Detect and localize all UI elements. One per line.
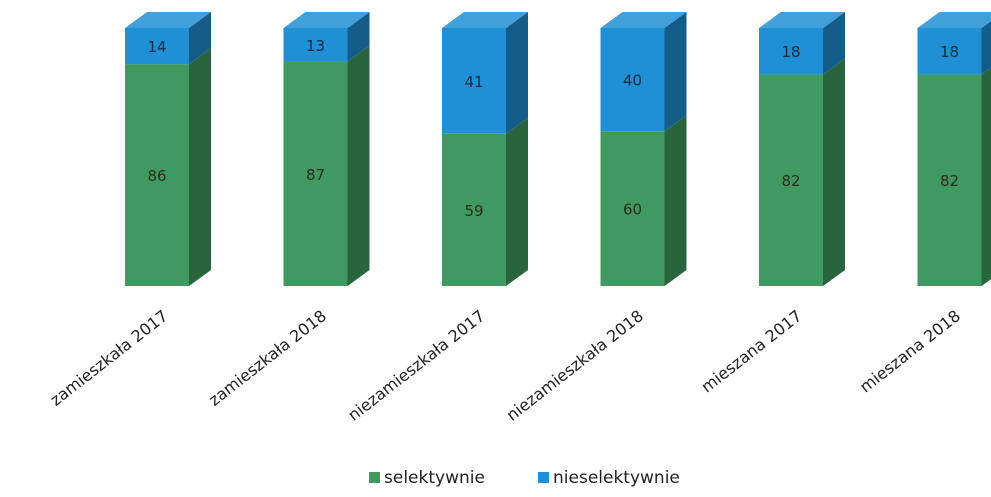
bar-segment-selektywnie-side	[823, 58, 845, 286]
data-label: 59	[464, 202, 483, 220]
bar-segment-selektywnie-side	[982, 58, 991, 286]
data-label: 13	[306, 37, 325, 55]
bar-stack: 87 13	[284, 12, 370, 286]
bar-segment-nieselektywnie-side	[665, 12, 687, 131]
bar-segment-selektywnie-side	[189, 48, 211, 286]
category-label: mieszana 2017	[697, 306, 805, 396]
bar-segment-selektywnie-side	[348, 46, 370, 286]
data-label: 14	[147, 38, 166, 56]
legend-item-nieselektywnie: nieselektywnie	[538, 468, 680, 488]
category-label: niezamieszkała 2018	[503, 306, 647, 425]
bar-stack: 59 41	[442, 12, 528, 286]
data-label: 40	[623, 72, 642, 90]
data-label: 87	[306, 166, 325, 184]
category-label: zamieszkała 2017	[46, 306, 171, 409]
legend-label: selektywnie	[384, 468, 485, 488]
legend-item-selektywnie: selektywnie	[369, 468, 485, 488]
bar-stack: 82 18	[759, 12, 845, 286]
legend-swatch	[538, 472, 549, 483]
category-label: mieszana 2018	[856, 306, 964, 396]
legend: selektywnie nieselektywnie	[369, 468, 680, 488]
bar-segment-nieselektywnie-side	[506, 12, 528, 134]
data-label: 41	[464, 73, 483, 91]
bar-stack: 60 40	[601, 12, 687, 286]
data-label: 86	[147, 167, 166, 185]
bar-segment-selektywnie-side	[665, 115, 687, 286]
legend-label: nieselektywnie	[553, 468, 680, 488]
category-label: niezamieszkała 2017	[344, 306, 488, 425]
bars-group: 86 14 87 13 59 41 60 40 82 18 82 18	[125, 12, 991, 286]
data-label: 82	[940, 172, 959, 190]
data-label: 82	[781, 172, 800, 190]
legend-swatch	[369, 472, 380, 483]
data-label: 18	[940, 43, 959, 61]
category-label: zamieszkała 2018	[205, 306, 330, 409]
bar-segment-selektywnie-side	[506, 118, 528, 286]
bar-stack: 86 14	[125, 12, 211, 286]
data-label: 60	[623, 201, 642, 219]
bar-top-face	[918, 12, 991, 28]
bar-stack: 82 18	[918, 12, 991, 286]
data-label: 18	[781, 43, 800, 61]
